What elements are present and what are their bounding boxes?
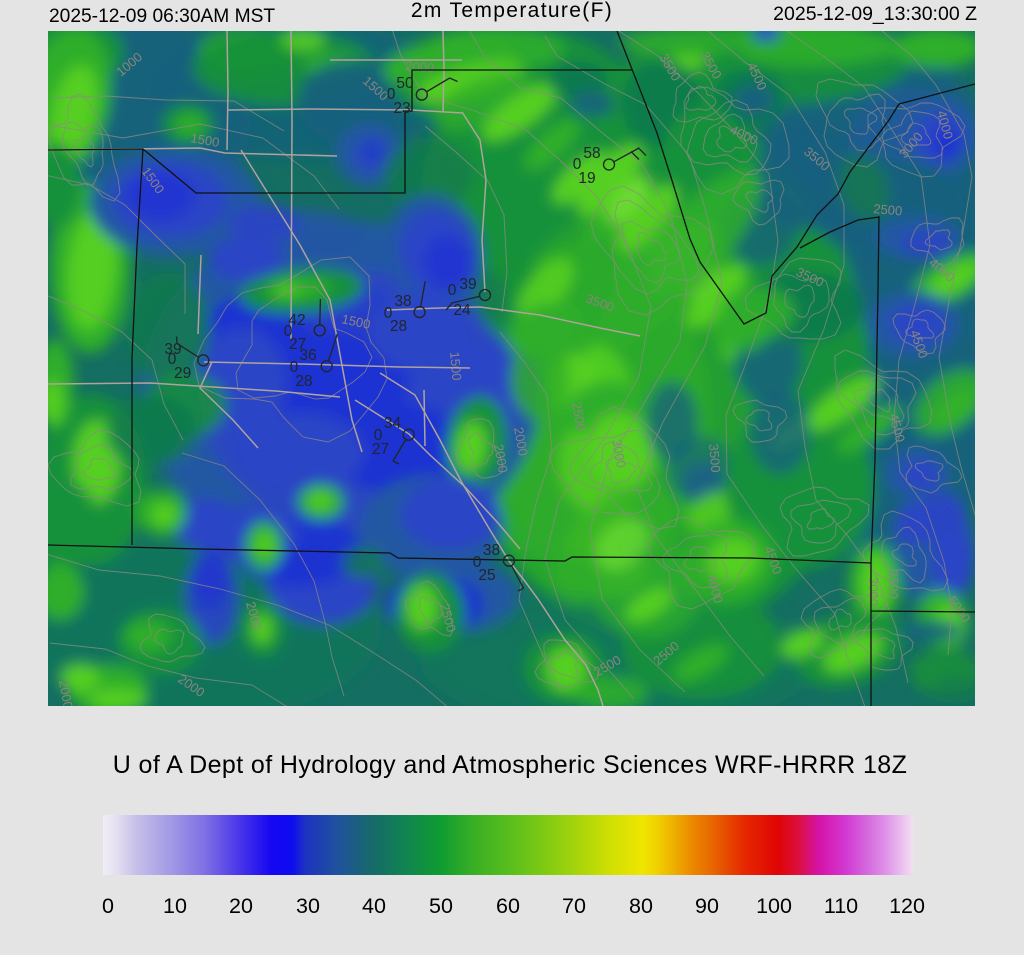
svg-text:39: 39 xyxy=(164,341,181,358)
svg-text:0: 0 xyxy=(387,86,396,103)
svg-text:0: 0 xyxy=(374,427,383,444)
svg-text:3500: 3500 xyxy=(886,570,901,599)
svg-text:2500: 2500 xyxy=(569,401,589,432)
svg-text:28: 28 xyxy=(295,373,312,390)
svg-text:0: 0 xyxy=(473,554,482,571)
svg-text:50: 50 xyxy=(396,75,414,92)
svg-text:42: 42 xyxy=(288,312,305,329)
svg-text:34: 34 xyxy=(384,415,402,432)
svg-text:3000: 3000 xyxy=(866,577,881,606)
svg-text:70: 70 xyxy=(562,894,586,918)
svg-text:4000: 4000 xyxy=(704,573,726,605)
svg-text:27: 27 xyxy=(372,441,389,458)
svg-text:27: 27 xyxy=(289,336,306,353)
svg-text:50: 50 xyxy=(429,894,453,918)
svg-text:24: 24 xyxy=(453,302,471,319)
svg-text:2000: 2000 xyxy=(243,600,265,632)
svg-text:2000: 2000 xyxy=(511,426,531,457)
svg-text:20: 20 xyxy=(229,894,253,918)
svg-text:0: 0 xyxy=(384,305,393,322)
svg-text:19: 19 xyxy=(578,170,595,187)
svg-text:0: 0 xyxy=(573,156,582,173)
svg-text:110: 110 xyxy=(824,894,858,918)
svg-text:U of A Dept of Hydrology and A: U of A Dept of Hydrology and Atmospheric… xyxy=(113,751,908,779)
svg-text:29: 29 xyxy=(174,365,191,382)
svg-text:0: 0 xyxy=(284,323,293,340)
svg-text:2500: 2500 xyxy=(873,201,903,218)
svg-text:38: 38 xyxy=(394,293,411,310)
svg-text:2025-12-09_13:30:00 Z: 2025-12-09_13:30:00 Z xyxy=(773,3,977,25)
svg-text:0: 0 xyxy=(290,359,299,376)
svg-text:25: 25 xyxy=(478,567,495,584)
svg-text:0: 0 xyxy=(448,282,457,299)
svg-text:90: 90 xyxy=(695,894,719,918)
svg-text:2500: 2500 xyxy=(437,602,459,634)
svg-text:4500: 4500 xyxy=(886,412,908,444)
svg-text:58: 58 xyxy=(583,145,600,162)
svg-text:10: 10 xyxy=(163,894,187,918)
svg-text:120: 120 xyxy=(889,894,925,918)
svg-text:38: 38 xyxy=(483,542,500,559)
svg-text:28: 28 xyxy=(390,318,407,335)
svg-text:3000: 3000 xyxy=(609,438,629,469)
svg-text:23: 23 xyxy=(393,100,410,117)
svg-text:1500: 1500 xyxy=(340,311,371,332)
svg-text:2000: 2000 xyxy=(56,679,76,710)
svg-text:0: 0 xyxy=(102,894,114,918)
svg-text:80: 80 xyxy=(629,894,653,918)
svg-text:0: 0 xyxy=(168,351,177,368)
svg-text:100: 100 xyxy=(756,894,792,918)
svg-text:2m Temperature(F): 2m Temperature(F) xyxy=(411,0,613,22)
svg-text:2025-12-09 06:30AM MST: 2025-12-09 06:30AM MST xyxy=(49,6,275,27)
svg-text:4000: 4000 xyxy=(934,109,956,141)
svg-text:40: 40 xyxy=(362,894,386,918)
svg-text:1500: 1500 xyxy=(189,130,220,150)
svg-text:39: 39 xyxy=(459,276,476,293)
svg-text:1500: 1500 xyxy=(447,351,464,381)
svg-text:36: 36 xyxy=(299,347,316,364)
svg-text:2000: 2000 xyxy=(491,443,511,474)
svg-text:60: 60 xyxy=(496,894,520,918)
svg-text:30: 30 xyxy=(296,894,320,918)
svg-text:3500: 3500 xyxy=(706,443,723,473)
